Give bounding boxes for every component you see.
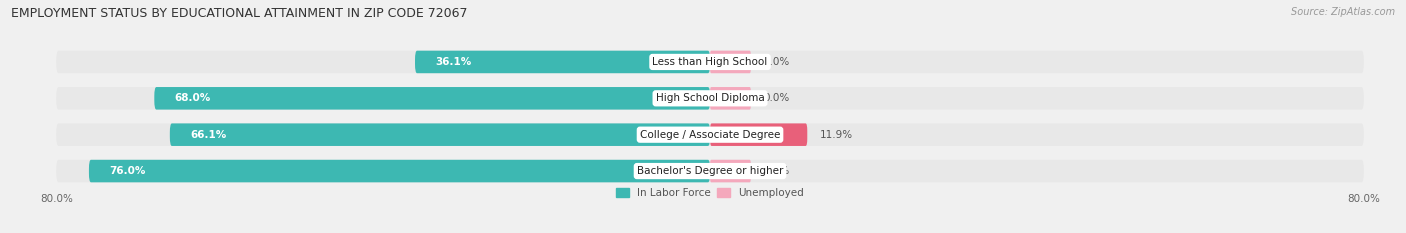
Text: 66.1%: 66.1% bbox=[190, 130, 226, 140]
Text: 76.0%: 76.0% bbox=[110, 166, 146, 176]
FancyBboxPatch shape bbox=[56, 160, 1364, 182]
Text: Bachelor's Degree or higher: Bachelor's Degree or higher bbox=[637, 166, 783, 176]
FancyBboxPatch shape bbox=[710, 123, 807, 146]
FancyBboxPatch shape bbox=[56, 123, 1364, 146]
Text: High School Diploma: High School Diploma bbox=[655, 93, 765, 103]
FancyBboxPatch shape bbox=[89, 160, 710, 182]
FancyBboxPatch shape bbox=[155, 87, 710, 110]
Text: 0.0%: 0.0% bbox=[763, 166, 789, 176]
Text: Source: ZipAtlas.com: Source: ZipAtlas.com bbox=[1291, 7, 1395, 17]
Text: Less than High School: Less than High School bbox=[652, 57, 768, 67]
Text: 11.9%: 11.9% bbox=[820, 130, 852, 140]
Legend: In Labor Force, Unemployed: In Labor Force, Unemployed bbox=[616, 188, 804, 198]
Text: 68.0%: 68.0% bbox=[174, 93, 211, 103]
Text: 0.0%: 0.0% bbox=[763, 57, 789, 67]
Text: 0.0%: 0.0% bbox=[763, 93, 789, 103]
FancyBboxPatch shape bbox=[710, 160, 751, 182]
FancyBboxPatch shape bbox=[56, 51, 1364, 73]
Text: 36.1%: 36.1% bbox=[436, 57, 471, 67]
FancyBboxPatch shape bbox=[710, 51, 751, 73]
FancyBboxPatch shape bbox=[415, 51, 710, 73]
Text: EMPLOYMENT STATUS BY EDUCATIONAL ATTAINMENT IN ZIP CODE 72067: EMPLOYMENT STATUS BY EDUCATIONAL ATTAINM… bbox=[11, 7, 468, 20]
Text: College / Associate Degree: College / Associate Degree bbox=[640, 130, 780, 140]
FancyBboxPatch shape bbox=[710, 87, 751, 110]
FancyBboxPatch shape bbox=[170, 123, 710, 146]
FancyBboxPatch shape bbox=[56, 87, 1364, 110]
